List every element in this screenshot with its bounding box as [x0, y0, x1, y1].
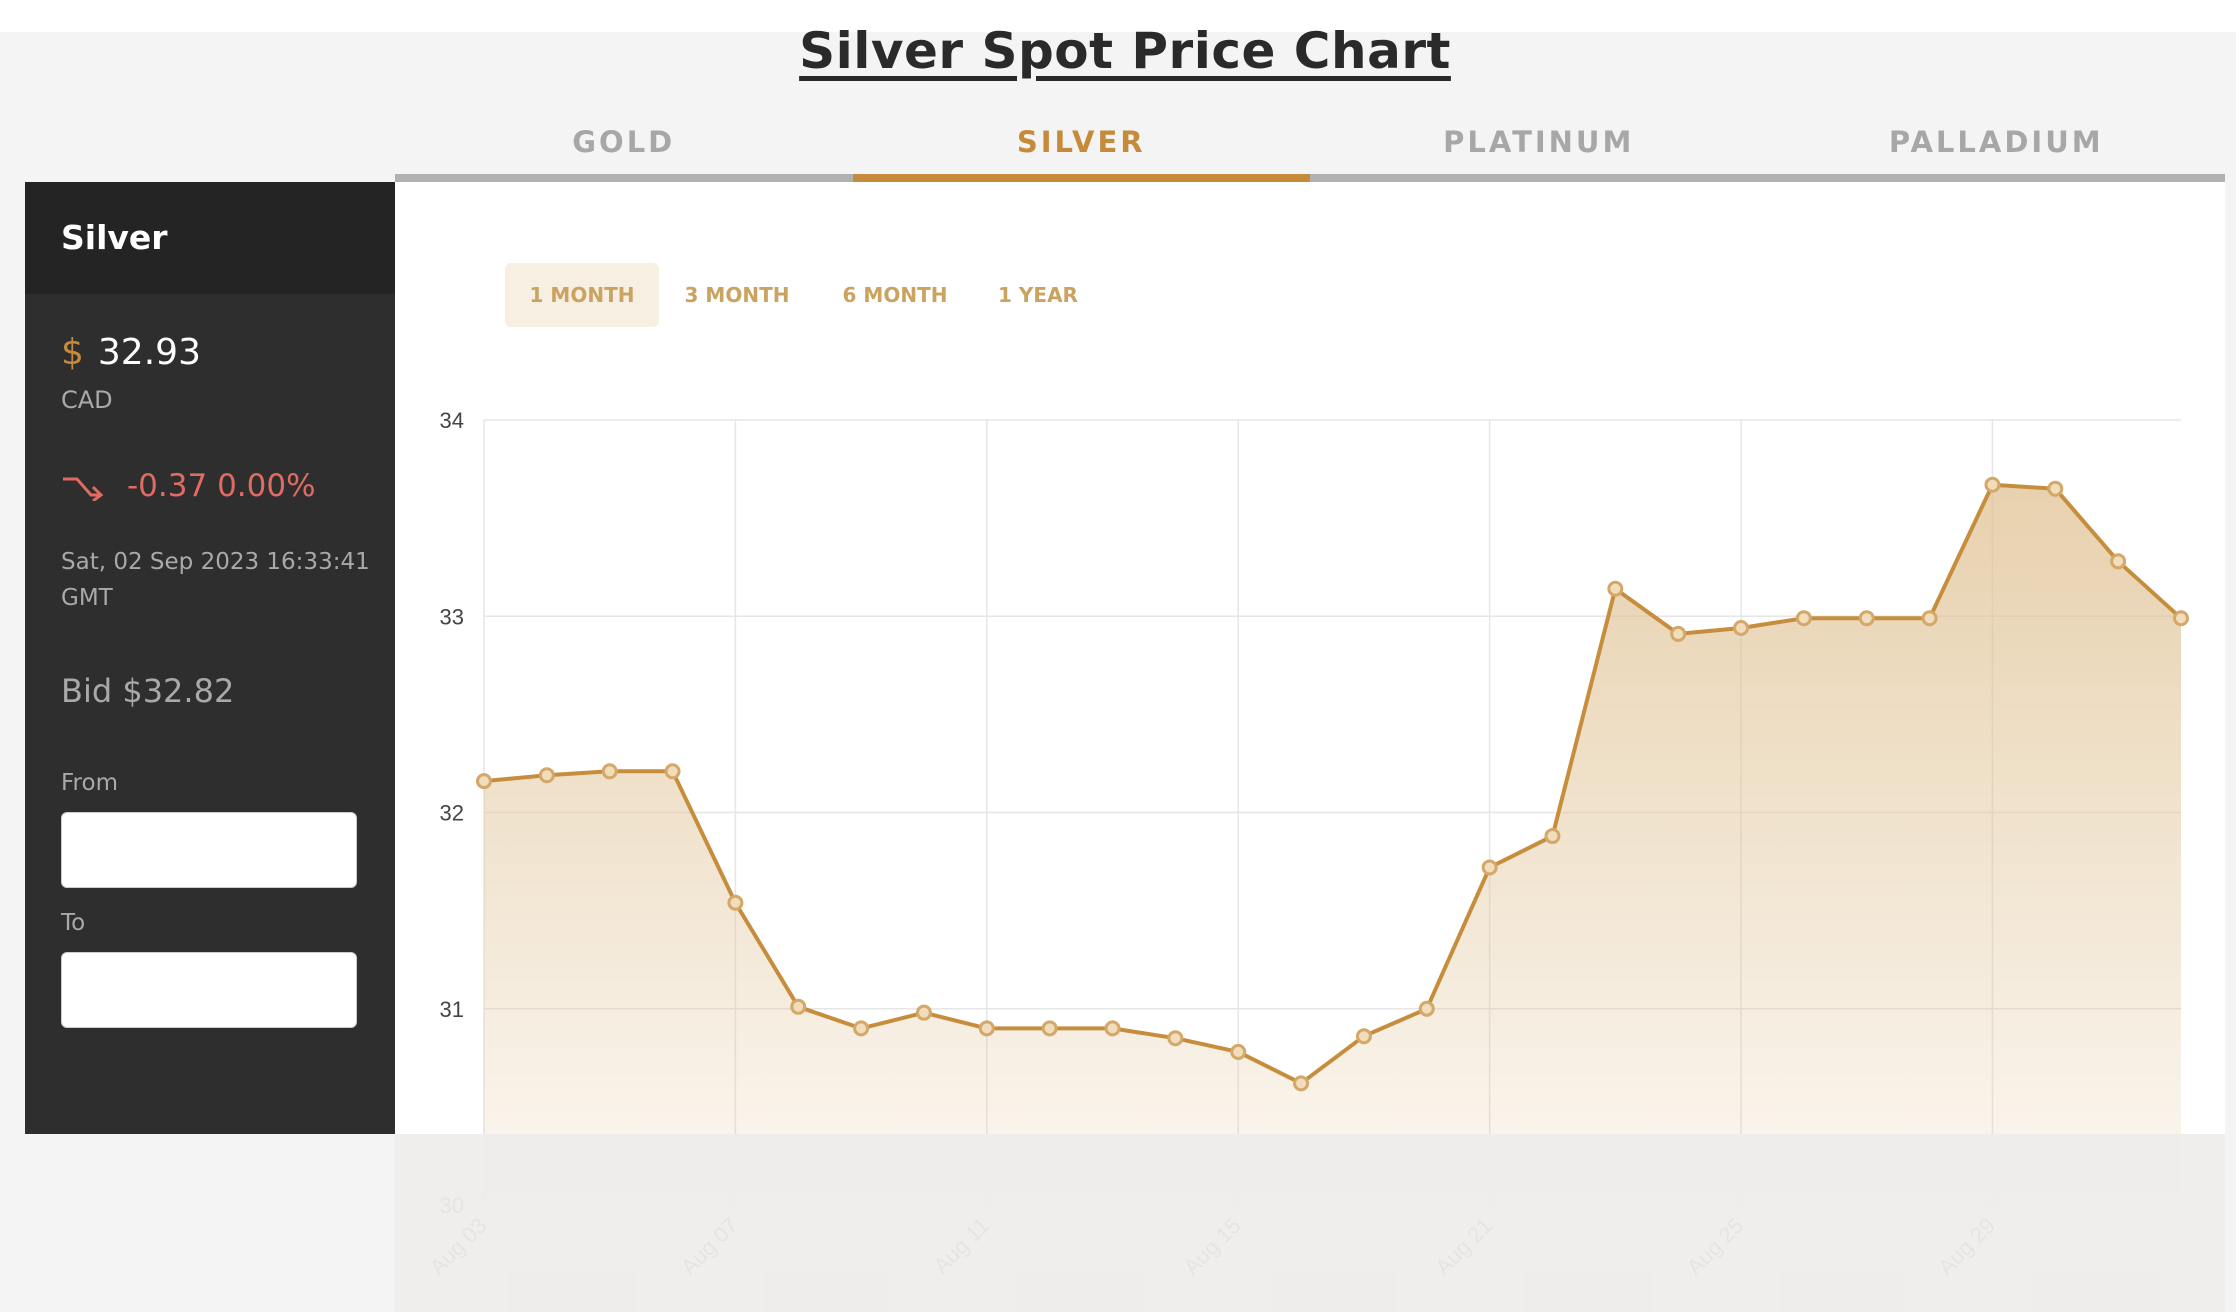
- data-point: [1984, 476, 2001, 493]
- data-point: [1544, 828, 1561, 845]
- price-value: 32.93: [97, 332, 201, 373]
- data-point: [476, 773, 492, 790]
- data-point: [727, 894, 744, 911]
- data-point: [915, 1004, 932, 1021]
- metal-name: Silver: [25, 182, 395, 294]
- data-point: [1230, 1043, 1247, 1060]
- x-tick-label: Aug 03: [425, 1213, 492, 1280]
- spot-price: $32.93: [61, 332, 201, 373]
- data-point: [2047, 480, 2064, 497]
- y-tick-label: 30: [440, 1193, 464, 1218]
- data-point: [1481, 859, 1498, 876]
- y-tick-label: 34: [440, 408, 464, 433]
- data-point: [1733, 620, 1750, 637]
- tab-gold[interactable]: GOLD: [395, 120, 853, 182]
- bid-price: Bid $32.82: [61, 672, 235, 710]
- timestamp: Sat, 02 Sep 2023 16:33:41 GMT: [61, 549, 370, 611]
- y-tick-label: 31: [440, 997, 464, 1022]
- from-label: From: [61, 770, 118, 796]
- range-1-month-button[interactable]: 1 MONTH: [505, 263, 659, 327]
- price-area: [484, 484, 2181, 1205]
- range-1-year-button[interactable]: 1 YEAR: [998, 283, 1078, 307]
- data-point: [1167, 1030, 1184, 1047]
- data-point: [1293, 1075, 1310, 1092]
- data-point: [1795, 610, 1812, 627]
- currency-symbol: $: [61, 332, 84, 373]
- data-point: [1041, 1020, 1058, 1037]
- data-point: [853, 1020, 870, 1037]
- to-label: To: [61, 910, 86, 936]
- data-point: [790, 998, 807, 1015]
- tab-palladium[interactable]: PALLADIUM: [1767, 120, 2225, 182]
- data-point: [538, 767, 555, 784]
- data-point: [978, 1020, 995, 1037]
- data-point: [1670, 625, 1687, 642]
- to-input[interactable]: [61, 952, 357, 1028]
- price-change: -0.37 0.00%: [61, 468, 316, 504]
- range-3-month-button[interactable]: 3 MONTH: [684, 283, 790, 307]
- metal-tabs: GOLD SILVER PLATINUM PALLADIUM: [395, 120, 2225, 182]
- change-value: -0.37 0.00%: [127, 468, 316, 504]
- x-tick-label: Aug 07: [676, 1213, 743, 1280]
- data-point: [1418, 1000, 1435, 1017]
- x-tick-label: Aug 15: [1179, 1213, 1246, 1280]
- data-point: [2110, 553, 2127, 570]
- x-tick-label: Aug 29: [1933, 1213, 2000, 1280]
- from-input[interactable]: [61, 812, 357, 888]
- price-line: [483, 482, 2183, 1086]
- data-point: [1104, 1020, 1121, 1037]
- x-tick-label: Aug 21: [1430, 1213, 1497, 1280]
- data-point: [1607, 580, 1624, 597]
- x-tick-label: Aug 11: [929, 1213, 995, 1279]
- data-point: [1355, 1028, 1372, 1045]
- currency-code: CAD: [61, 386, 113, 414]
- x-tick-label: Aug 25: [1682, 1213, 1749, 1280]
- trend-down-icon: [63, 477, 104, 501]
- data-point: [1921, 610, 1938, 627]
- tab-silver[interactable]: SILVER: [852, 120, 1310, 182]
- data-point: [1858, 610, 1875, 627]
- tab-platinum[interactable]: PLATINUM: [1310, 120, 1768, 182]
- data-point: [664, 763, 681, 780]
- data-point: [601, 763, 618, 780]
- y-tick-label: 33: [440, 604, 464, 629]
- page-title: Silver Spot Price Chart: [799, 22, 1451, 80]
- y-tick-label: 32: [440, 801, 464, 826]
- price-sidebar: Silver $32.93 CAD -0.37 0.00% Sat, 02 Se…: [25, 182, 395, 1134]
- data-point: [2173, 610, 2189, 627]
- top-strip: [0, 0, 2236, 32]
- range-6-month-button[interactable]: 6 MONTH: [842, 283, 948, 307]
